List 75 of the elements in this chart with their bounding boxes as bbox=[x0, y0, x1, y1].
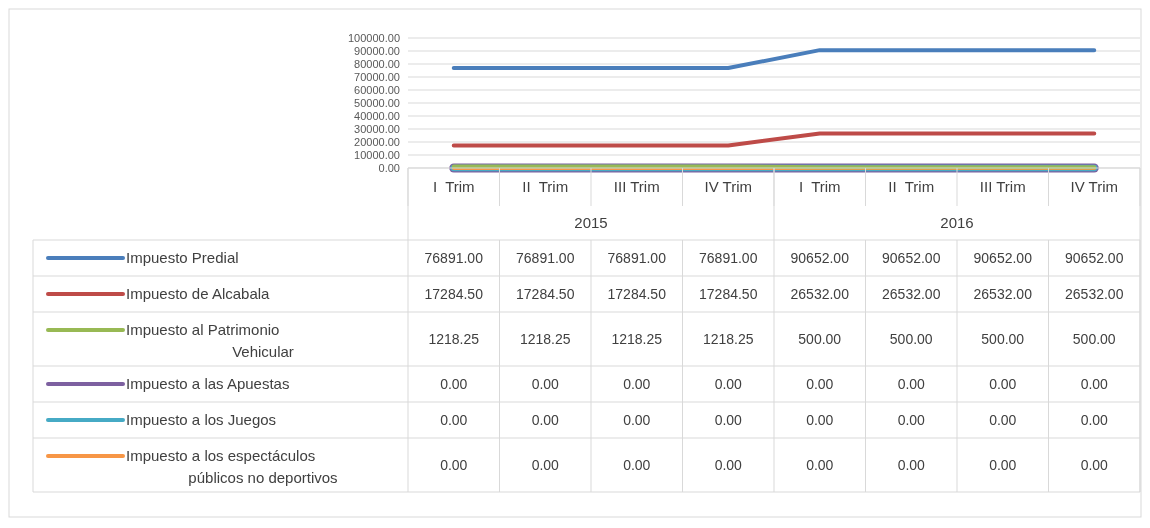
data-label: 0.00 bbox=[623, 411, 651, 428]
y-tick-label: 60000.00 bbox=[354, 83, 400, 96]
legend-label: Impuesto al Patrimonio Vehicular bbox=[126, 321, 294, 361]
legend-label: Impuesto a las Apuestas bbox=[126, 375, 290, 393]
data-label: 90652.00 bbox=[790, 249, 850, 266]
data-label: 17284.50 bbox=[607, 285, 667, 302]
data-label: 0.00 bbox=[1080, 411, 1109, 428]
x-tick-label: I Trim bbox=[798, 178, 841, 196]
data-label: 0.00 bbox=[440, 411, 468, 428]
legend-label: Impuesto de Alcabala bbox=[126, 285, 271, 303]
y-tick-label: 100000.00 bbox=[348, 31, 400, 44]
text: 2016 bbox=[940, 214, 974, 232]
data-label: 90652.00 bbox=[1065, 249, 1124, 266]
data-label: 26532.00 bbox=[882, 285, 941, 302]
data-label: 0.00 bbox=[1080, 456, 1109, 473]
y-tick-label: 0.00 bbox=[378, 161, 400, 174]
data-label: 0.00 bbox=[714, 456, 743, 473]
y-tick-label: 70000.00 bbox=[354, 70, 400, 83]
data-label: 0.00 bbox=[806, 411, 834, 428]
legend-label: Impuesto a los espectáculos públicos no deportivos bbox=[126, 447, 338, 487]
data-label: 0.00 bbox=[714, 375, 743, 392]
data-label: 0.00 bbox=[806, 375, 834, 392]
data-label: 0.00 bbox=[531, 411, 560, 428]
text: 2015 bbox=[574, 214, 608, 232]
x-tick-label: III Trim bbox=[979, 178, 1026, 196]
data-label: 0.00 bbox=[989, 375, 1017, 392]
data-label: 0.00 bbox=[623, 456, 651, 473]
data-label: 26532.00 bbox=[790, 285, 850, 302]
data-label: 76891.00 bbox=[516, 249, 575, 266]
x-tick-label: III Trim bbox=[613, 178, 660, 196]
data-label: 500.00 bbox=[1072, 330, 1116, 347]
data-label: 90652.00 bbox=[973, 249, 1033, 266]
data-label: 1218.25 bbox=[702, 330, 754, 347]
x-tick-label: IV Trim bbox=[1070, 178, 1118, 196]
y-tick-label: 90000.00 bbox=[354, 44, 400, 57]
data-label: 76891.00 bbox=[699, 249, 758, 266]
data-label: 0.00 bbox=[897, 456, 926, 473]
data-label: 1218.25 bbox=[428, 330, 480, 347]
data-label: 17284.50 bbox=[424, 285, 484, 302]
data-label: 1218.25 bbox=[611, 330, 663, 347]
y-tick-label: 30000.00 bbox=[354, 122, 400, 135]
data-label: 0.00 bbox=[897, 411, 926, 428]
data-label: 76891.00 bbox=[607, 249, 667, 266]
data-label: 26532.00 bbox=[1065, 285, 1124, 302]
x-tick-label: IV Trim bbox=[704, 178, 752, 196]
data-label: 0.00 bbox=[897, 375, 926, 392]
data-label: 500.00 bbox=[798, 330, 842, 347]
data-label: 500.00 bbox=[981, 330, 1025, 347]
data-label: 0.00 bbox=[989, 456, 1017, 473]
legend-label: Impuesto Predial bbox=[126, 249, 239, 267]
data-label: 0.00 bbox=[623, 375, 651, 392]
x-tick-label: II Trim bbox=[522, 178, 569, 196]
data-label: 17284.50 bbox=[516, 285, 575, 302]
data-label: 0.00 bbox=[440, 456, 468, 473]
data-label: 0.00 bbox=[714, 411, 743, 428]
y-tick-label: 80000.00 bbox=[354, 57, 400, 70]
data-label: 26532.00 bbox=[973, 285, 1033, 302]
x-tick-label: II Trim bbox=[888, 178, 935, 196]
data-label: 1218.25 bbox=[519, 330, 571, 347]
y-tick-label: 50000.00 bbox=[354, 96, 400, 109]
x-tick-label: I Trim bbox=[432, 178, 475, 196]
y-tick-label: 20000.00 bbox=[354, 135, 400, 148]
data-label: 0.00 bbox=[1080, 375, 1109, 392]
y-tick-label: 10000.00 bbox=[354, 148, 400, 161]
data-label: 17284.50 bbox=[699, 285, 758, 302]
data-label: 0.00 bbox=[531, 375, 560, 392]
data-label: 0.00 bbox=[531, 456, 560, 473]
legend-label: Impuesto a los Juegos bbox=[126, 411, 277, 429]
data-label: 0.00 bbox=[806, 456, 834, 473]
data-label: 500.00 bbox=[889, 330, 933, 347]
data-label: 0.00 bbox=[989, 411, 1017, 428]
data-label: 76891.00 bbox=[424, 249, 484, 266]
data-label: 0.00 bbox=[440, 375, 468, 392]
y-tick-label: 40000.00 bbox=[354, 109, 400, 122]
data-label: 90652.00 bbox=[882, 249, 941, 266]
